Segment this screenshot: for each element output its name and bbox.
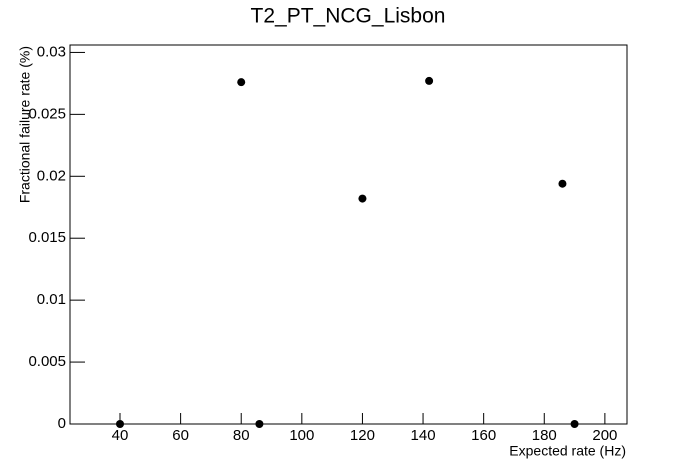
data-point	[425, 76, 434, 85]
x-tick-label: 100	[289, 427, 314, 444]
y-tick-label: 0.01	[37, 291, 66, 308]
x-tick-label: 40	[112, 427, 129, 444]
y-tick-label: 0.015	[28, 229, 66, 246]
y-tick-label: 0	[58, 415, 66, 432]
y-tick-label: 0.03	[37, 43, 66, 60]
x-tick-label: 160	[471, 427, 496, 444]
x-tick-label: 140	[411, 427, 436, 444]
x-tick-label: 60	[172, 427, 189, 444]
data-point	[358, 194, 367, 203]
data-point	[558, 179, 567, 188]
y-tick-label: 0.005	[28, 353, 66, 370]
y-tick-label: 0.02	[37, 167, 66, 184]
x-axis-label: Expected rate (Hz)	[509, 443, 626, 459]
data-point	[237, 78, 246, 87]
chart-title: T2_PT_NCG_Lisbon	[251, 5, 446, 28]
y-tick-label: 0.025	[28, 105, 66, 122]
x-tick-label: 120	[350, 427, 375, 444]
data-point	[570, 420, 579, 428]
data-point	[255, 420, 264, 428]
plot-frame	[69, 44, 628, 425]
x-tick-label: 80	[233, 427, 250, 444]
x-tick-label: 180	[532, 427, 557, 444]
x-tick-label: 200	[592, 427, 617, 444]
y-axis-label: Fractional failure rate (%)	[17, 46, 33, 203]
data-point	[116, 420, 125, 428]
